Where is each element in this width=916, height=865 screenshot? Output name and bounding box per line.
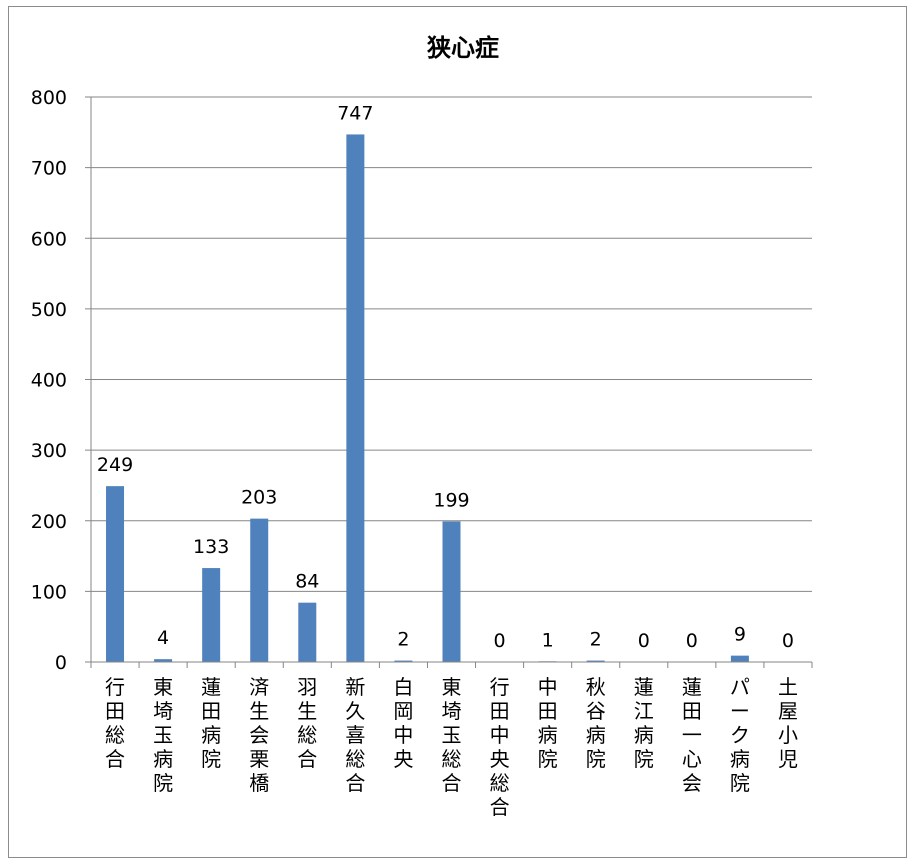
category-label: 中田病院: [538, 675, 558, 771]
data-label: 747: [337, 102, 373, 124]
bar: [250, 518, 269, 662]
y-tick-label: 600: [31, 228, 67, 250]
y-tick-label: 300: [31, 440, 67, 462]
data-label: 2: [590, 629, 602, 651]
gridlines: [91, 96, 812, 592]
category-label: 秋谷病院: [586, 675, 606, 771]
y-tick-label: 100: [31, 581, 67, 603]
category-label: 行田総合: [105, 675, 125, 771]
data-label: 9: [734, 624, 746, 646]
bar: [730, 655, 749, 662]
category-label: パーク病院: [730, 675, 750, 795]
category-label: 蓮江病院: [634, 675, 654, 771]
data-label: 133: [193, 536, 229, 558]
y-tick-label: 400: [31, 370, 67, 392]
category-label: 土屋小児: [778, 675, 798, 771]
y-tick-label: 0: [55, 652, 67, 674]
data-label: 0: [494, 630, 506, 652]
category-label: 蓮田一心会: [682, 675, 702, 795]
y-tick-label: 500: [31, 299, 67, 321]
bar: [202, 568, 221, 662]
category-label: 済生会栗橋: [249, 675, 269, 795]
data-labels: 249 4 133 203 84 747 2 199 0 1 2 0 0 9 0: [97, 102, 794, 652]
category-label: 行田中央総合: [490, 675, 510, 819]
data-label: 199: [433, 489, 469, 511]
bar: [346, 134, 365, 662]
bar: [106, 486, 125, 662]
data-label: 0: [686, 630, 698, 652]
category-label: 東埼玉病院: [153, 675, 173, 795]
chart-title: 狭心症: [426, 34, 499, 62]
category-label: 東埼玉総合: [442, 675, 462, 795]
data-label: 203: [241, 487, 277, 509]
data-label: 84: [295, 571, 319, 593]
bar: [298, 602, 317, 662]
bar: [442, 521, 461, 662]
category-label: 蓮田病院: [201, 675, 221, 771]
category-label: 白岡中央: [393, 675, 413, 771]
category-label: 新久喜総合: [345, 675, 365, 795]
y-axis-ticks: 0 100 200 300 400 500 600 700 800: [31, 87, 91, 674]
data-label: 0: [782, 630, 794, 652]
category-labels: 行田総合 東埼玉病院 蓮田病院 済生会栗橋 羽生総合 新久喜総合 白岡中央 東埼玉総合 行田中央…: [105, 675, 798, 819]
data-label: 2: [397, 629, 409, 651]
bar: [394, 660, 413, 662]
bar: [154, 659, 173, 662]
data-label: 249: [97, 454, 133, 476]
chart-frame: [8, 6, 907, 858]
bars: [106, 134, 749, 662]
axes: [90, 97, 813, 668]
y-tick-label: 800: [31, 87, 67, 109]
bar: [586, 660, 605, 662]
data-label: 0: [638, 630, 650, 652]
data-label: 4: [157, 627, 169, 649]
y-tick-label: 200: [31, 511, 67, 533]
category-label: 羽生総合: [297, 675, 317, 771]
y-tick-label: 700: [31, 158, 67, 180]
data-label: 1: [542, 629, 554, 651]
